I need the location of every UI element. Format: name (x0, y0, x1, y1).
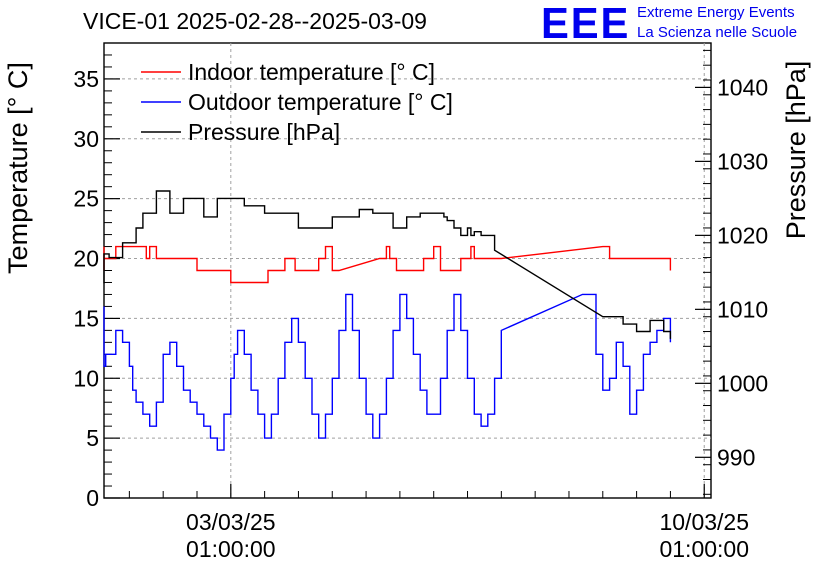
x-tick-label-date: 03/03/25 (186, 509, 276, 535)
x-tick-label-time: 01:00:00 (659, 536, 749, 562)
legend-label: Pressure [hPa] (188, 119, 340, 145)
y2-tick-label: 1010 (717, 296, 768, 322)
y-tick-label: 10 (73, 365, 99, 391)
y-tick-label: 0 (86, 485, 99, 511)
eee-logo: EEE (541, 0, 631, 48)
y-tick-label: 35 (73, 66, 99, 92)
y2-tick-label: 1030 (717, 148, 768, 174)
y-tick-label: 30 (73, 126, 99, 152)
y2-tick-label: 990 (717, 444, 755, 470)
y2-axis-label: Pressure [hPa] (781, 61, 811, 240)
legend-label: Indoor temperature [° C] (188, 59, 435, 85)
series-group (103, 190, 672, 451)
y2-tick-label: 1000 (717, 370, 768, 396)
x-tick-label-date: 10/03/25 (659, 509, 749, 535)
chart-title: VICE-01 2025-02-28--2025-03-09 (83, 8, 427, 34)
series-line-2 (103, 190, 672, 339)
y-tick-label: 5 (86, 425, 99, 451)
series-line-0 (103, 245, 672, 284)
y2-tick-label: 1020 (717, 222, 768, 248)
series-line-1 (103, 293, 672, 451)
y-tick-label: 25 (73, 186, 99, 212)
logo-caption-2: La Scienza nelle Scuole (637, 24, 798, 41)
y-axis-label: Temperature [° C] (3, 62, 33, 274)
axes: 0 5 10 15 20 25 30 35 990 1000 1010 1020 1030 1040 03/… (73, 42, 768, 562)
y-tick-label: 15 (73, 305, 99, 331)
y-tick-label: 20 (73, 246, 99, 272)
legend: Indoor temperature [° C] Outdoor temperat… (141, 59, 453, 145)
y2-tick-label: 1040 (717, 74, 768, 100)
x-tick-label-time: 01:00:00 (186, 536, 276, 562)
logo-caption-1: Extreme Energy Events (637, 4, 795, 21)
legend-label: Outdoor temperature [° C] (188, 89, 453, 115)
